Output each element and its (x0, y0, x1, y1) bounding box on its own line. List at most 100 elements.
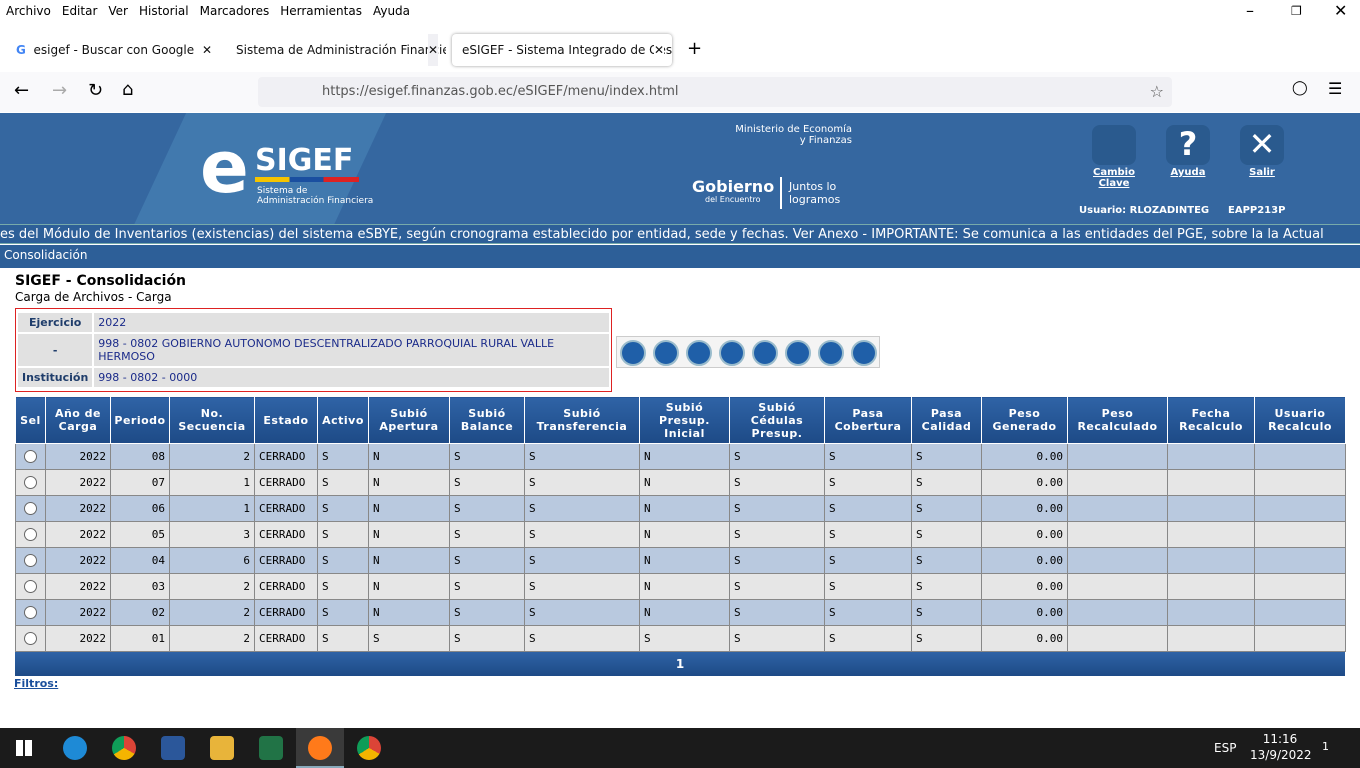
ministry: Ministerio de Economía y Finanzas (730, 124, 852, 146)
tool-button[interactable] (752, 340, 778, 366)
tool-button[interactable] (686, 340, 712, 366)
app-menu[interactable]: ☰ (1328, 79, 1342, 98)
cell: 2022 (46, 626, 111, 652)
menu-item[interactable]: Marcadores (200, 4, 270, 18)
column-header: Pasa Calidad (912, 397, 982, 444)
cell: CERRADO (255, 626, 318, 652)
tool-button[interactable] (719, 340, 745, 366)
tab[interactable]: eSIGEF - Sistema Integrado de Gesti✕ (452, 34, 672, 66)
notifications[interactable]: 1 (1322, 740, 1329, 753)
tool-button[interactable] (851, 340, 877, 366)
close-window[interactable]: ✕ (1334, 0, 1347, 22)
radio[interactable] (24, 528, 37, 541)
tab-title: esigef - Buscar con Google (34, 43, 195, 57)
tab[interactable]: Sistema de Administración Financie✕ (226, 34, 446, 66)
url-bar[interactable]: https://esigef.finanzas.gob.ec/eSIGEF/me… (258, 77, 1172, 107)
menu-item[interactable]: Herramientas (280, 4, 362, 18)
cell: 1 (170, 470, 255, 496)
cell: S (730, 470, 825, 496)
cell: N (369, 470, 450, 496)
breadcrumb[interactable]: Consolidación (0, 245, 1360, 268)
pocket[interactable]: ◯ (1292, 80, 1308, 96)
radio[interactable] (24, 632, 37, 645)
cell: 1 (170, 496, 255, 522)
radio[interactable] (24, 580, 37, 593)
column-header: No. Secuencia (170, 397, 255, 444)
cell: S (730, 600, 825, 626)
minimize[interactable]: – (1246, 0, 1254, 22)
cell: 0.00 (982, 496, 1068, 522)
info-label: - (18, 334, 94, 366)
cell: 2 (170, 444, 255, 470)
radio[interactable] (24, 476, 37, 489)
back[interactable]: ← (14, 80, 29, 101)
cell: 2 (170, 600, 255, 626)
logout[interactable]: Salir (1240, 167, 1284, 178)
help[interactable]: Ayuda (1166, 167, 1210, 178)
menu-item[interactable]: Historial (139, 4, 189, 18)
cell: 2022 (46, 496, 111, 522)
pager[interactable]: 1 (15, 652, 1345, 676)
cell: S (912, 470, 982, 496)
menu-item[interactable]: Editar (62, 4, 98, 18)
cell: 6 (170, 548, 255, 574)
menu-item[interactable]: Ayuda (373, 4, 410, 18)
radio[interactable] (24, 554, 37, 567)
cell: N (369, 600, 450, 626)
tool-button[interactable] (653, 340, 679, 366)
column-header: Periodo (111, 397, 170, 444)
maximize[interactable]: ❐ (1291, 0, 1302, 22)
empty-cell (1255, 522, 1346, 548)
cell: 0.00 (982, 548, 1068, 574)
cell: S (450, 600, 525, 626)
tool-button[interactable] (785, 340, 811, 366)
reload[interactable]: ↻ (88, 80, 103, 101)
new-tab[interactable]: + (687, 38, 702, 59)
radio[interactable] (24, 450, 37, 463)
cell: 08 (111, 444, 170, 470)
cell: S (450, 496, 525, 522)
radio[interactable] (24, 606, 37, 619)
cell: 2022 (46, 574, 111, 600)
gov-sub: del Encuentro (705, 195, 761, 204)
cell: S (912, 522, 982, 548)
tab[interactable]: G esigef - Buscar con Google✕ (6, 34, 220, 66)
cell: N (640, 600, 730, 626)
language[interactable]: ESP (1214, 741, 1236, 755)
info-value: 998 - 0802 GOBIERNO AUTONOMO DESCENTRALI… (94, 334, 609, 366)
tool-button[interactable] (620, 340, 646, 366)
menu-item[interactable]: Archivo (6, 4, 51, 18)
filters-link[interactable]: Filtros: (14, 677, 58, 690)
menu-item[interactable]: Ver (108, 4, 128, 18)
cell: S (369, 626, 450, 652)
cell: S (318, 522, 369, 548)
cell: S (912, 496, 982, 522)
home[interactable]: ⌂ (122, 79, 133, 100)
change-password[interactable]: Cambio Clave (1078, 167, 1150, 189)
empty-cell (1168, 522, 1255, 548)
cell: CERRADO (255, 444, 318, 470)
clock-time[interactable]: 11:16 (1260, 732, 1300, 746)
gov: Gobierno (692, 177, 774, 196)
empty-cell (1068, 470, 1168, 496)
column-header: Subió Balance (450, 397, 525, 444)
cell: S (450, 522, 525, 548)
empty-cell (1068, 600, 1168, 626)
cell: 2 (170, 626, 255, 652)
empty-cell (1255, 444, 1346, 470)
forward[interactable]: → (52, 80, 67, 101)
empty-cell (1068, 574, 1168, 600)
info-value: 2022 (94, 313, 609, 332)
cell: S (318, 470, 369, 496)
info-panel: Ejercicio2022-998 - 0802 GOBIERNO AUTONO… (15, 308, 612, 392)
column-header: Peso Generado (982, 397, 1068, 444)
cell: CERRADO (255, 574, 318, 600)
cell: S (825, 470, 912, 496)
radio[interactable] (24, 502, 37, 515)
select-cell (16, 444, 46, 470)
user: Usuario: RLOZADINTEG (1079, 205, 1209, 216)
cell: S (525, 626, 640, 652)
clock-date[interactable]: 13/9/2022 (1250, 748, 1310, 762)
tool-button[interactable] (818, 340, 844, 366)
empty-cell (1168, 444, 1255, 470)
